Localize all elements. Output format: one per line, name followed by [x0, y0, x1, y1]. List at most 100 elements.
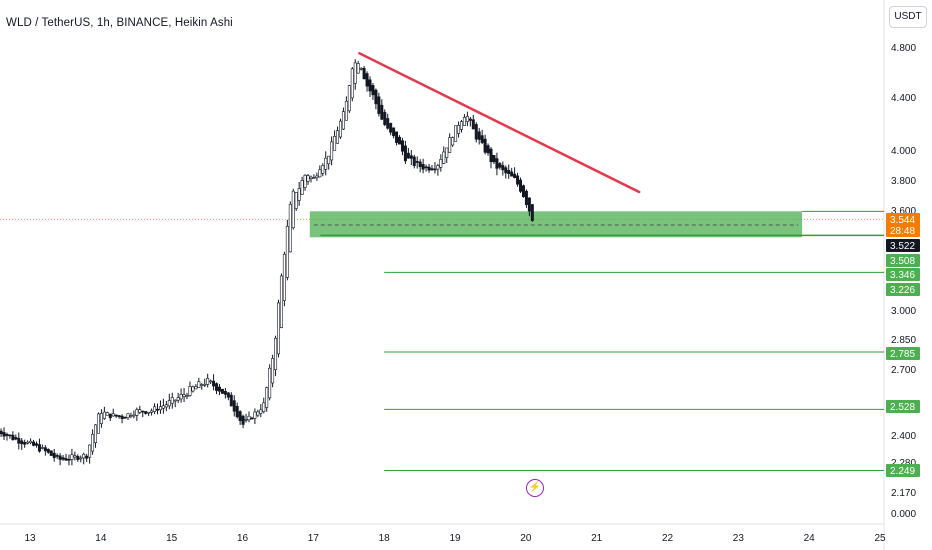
candle-body	[132, 414, 136, 417]
candle-body	[483, 138, 487, 153]
candle-body	[105, 412, 109, 416]
candle-body	[300, 180, 304, 195]
candle-body	[271, 358, 275, 384]
lightning-icon[interactable]: ⚡	[526, 479, 544, 497]
candle-body	[229, 394, 233, 407]
candle-body	[147, 411, 151, 414]
currency-button[interactable]: USDT	[889, 6, 927, 28]
candle-body	[421, 164, 425, 170]
candle-body	[217, 386, 221, 392]
candle-body	[462, 117, 466, 126]
price-badge	[886, 213, 920, 226]
candle-body	[241, 415, 245, 425]
candle-body	[477, 131, 481, 140]
price-badge	[886, 347, 920, 360]
candle-body	[498, 163, 502, 168]
y-tick-label: 3.600	[891, 206, 916, 217]
candle-body	[117, 415, 121, 417]
candle-body	[400, 140, 404, 152]
candle-body	[209, 380, 213, 383]
price-badge-label: 2.528	[890, 402, 915, 413]
x-tick-label: 17	[308, 533, 320, 544]
candle-body	[43, 447, 47, 452]
y-tick-label: 2.280	[891, 458, 916, 469]
candle-body	[20, 440, 24, 445]
candle-body	[164, 404, 168, 408]
price-badge-label: 3.508	[890, 256, 915, 267]
price-badge	[886, 239, 920, 252]
candle-body	[327, 155, 331, 165]
candle-body	[368, 79, 372, 92]
candle-body	[176, 397, 180, 401]
y-tick-label: 2.700	[891, 365, 916, 376]
candle-body	[194, 386, 198, 390]
candle-body	[212, 380, 216, 387]
candles	[0, 59, 534, 466]
candle-body	[26, 441, 30, 444]
x-tick-label: 22	[662, 533, 674, 544]
candle-body	[359, 67, 363, 70]
candle-body	[129, 415, 133, 417]
price-badge-label: 2.249	[890, 466, 915, 477]
candle-body	[223, 391, 227, 395]
candle-body	[238, 411, 242, 421]
candle-body	[315, 175, 319, 179]
candle-body	[179, 394, 183, 400]
candle-body	[277, 302, 281, 355]
candle-body	[459, 121, 463, 130]
candle-body	[282, 253, 286, 301]
candle-body	[285, 225, 289, 278]
candle-body	[492, 155, 496, 163]
candle-body	[389, 123, 393, 133]
candle-body	[504, 167, 508, 174]
candle-body	[344, 100, 348, 121]
support-zone	[309, 211, 803, 238]
candle-body	[507, 169, 511, 174]
candle-body	[265, 387, 269, 408]
candle-body	[32, 441, 36, 446]
candle-body	[99, 413, 103, 424]
candle-body	[530, 204, 534, 221]
candle-body	[318, 169, 322, 178]
candle-body	[123, 417, 127, 419]
candle-body	[114, 414, 118, 417]
candle-body	[501, 165, 505, 171]
candle-body	[2, 432, 6, 437]
x-tick-label: 19	[449, 533, 461, 544]
price-badge	[886, 464, 920, 477]
candle-body	[46, 448, 50, 453]
candle-body	[465, 116, 469, 122]
candle-body	[403, 145, 407, 162]
candle-body	[76, 456, 80, 460]
candle-body	[235, 406, 239, 418]
candle-body	[85, 455, 89, 459]
candle-body	[244, 419, 248, 421]
candle-body	[524, 190, 528, 205]
candle-body	[274, 337, 278, 370]
candle-body	[5, 433, 9, 436]
candle-body	[436, 165, 440, 170]
candle-body	[73, 455, 77, 458]
price-badge-label: 3.226	[890, 285, 915, 296]
candle-body	[350, 68, 354, 99]
candle-body	[338, 120, 342, 138]
candle-body	[471, 119, 475, 130]
candle-body	[126, 413, 130, 418]
candle-body	[353, 62, 357, 84]
candle-body	[182, 394, 186, 397]
candle-body	[253, 411, 257, 419]
candle-body	[40, 447, 44, 449]
candle-body	[262, 402, 266, 412]
candle-body	[439, 159, 443, 168]
y-tick-label: 2.170	[891, 488, 916, 499]
candle-body	[88, 444, 92, 458]
candle-body	[188, 386, 192, 396]
candle-body	[324, 157, 328, 170]
candle-body	[91, 434, 95, 452]
candle-body	[232, 400, 236, 412]
candle-body	[521, 185, 525, 198]
price-badge-label: 3.522	[890, 241, 915, 252]
candle-body	[96, 413, 100, 434]
price-badge-label: 3.544	[890, 215, 915, 226]
